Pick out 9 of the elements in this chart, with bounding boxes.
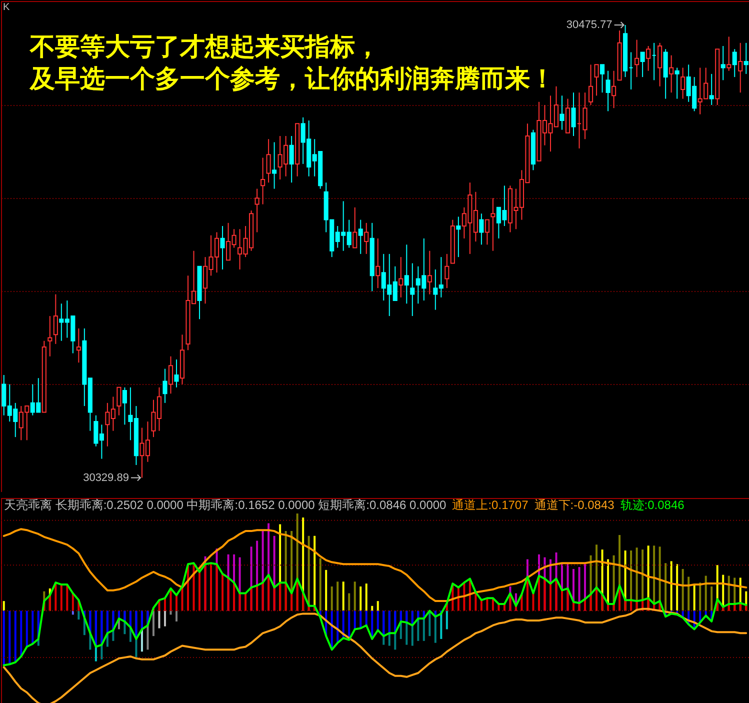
annotation: 30475.77 <box>566 18 612 31</box>
text: 通道下:-0.0843 <box>534 498 615 512</box>
chart-title: 天亮乖离 长期乖离:0.2502 0.0000 中期乖离:0.1652 0.0000 短期乖离:0.0846 0.0000 <box>4 498 447 512</box>
chart-title: K <box>3 2 10 13</box>
text: 轨迹:0.0846 <box>620 498 685 512</box>
text: 通道上:0.1707 <box>452 498 529 512</box>
annotation: 30329.89 <box>83 472 129 484</box>
annotation: 不要等大亏了才想起来买指标， <box>29 33 380 61</box>
annotation: 及早选一个多一个参考，让你的利润奔腾而来！ <box>29 65 555 93</box>
